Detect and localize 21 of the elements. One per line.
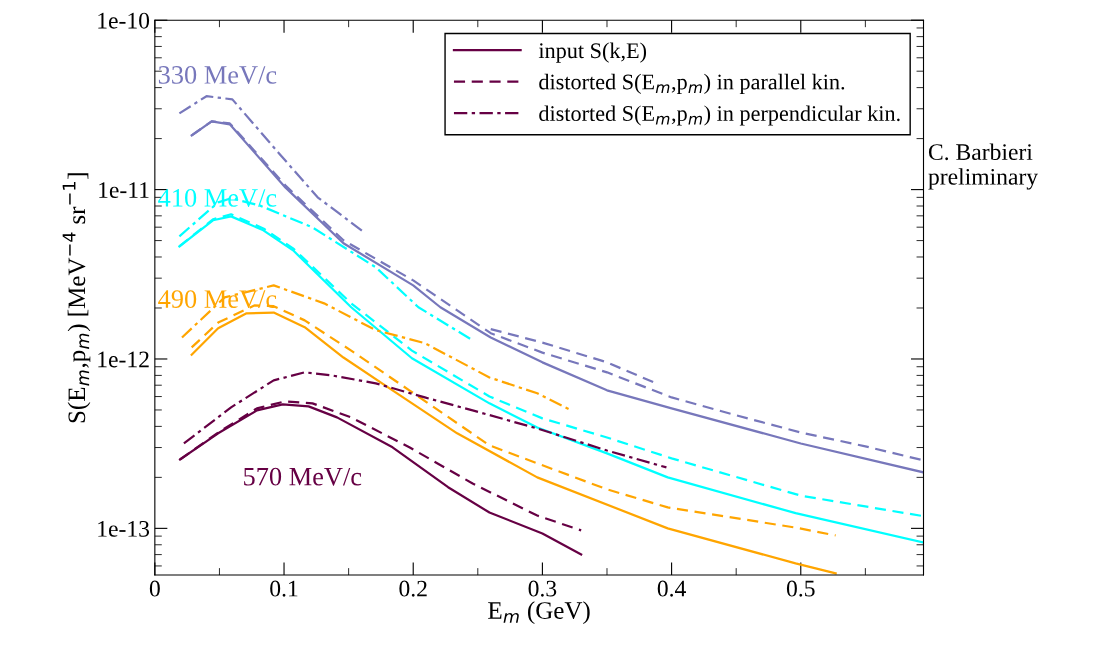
y-tick-label: 1e-10 — [98, 12, 150, 29]
x-tick-label: 0.4 — [657, 580, 686, 597]
y-tick-label: 1e-13 — [98, 520, 150, 537]
legend-label: distorted S(E$_{m}$,p$_{m}$) in parallel kin. — [539, 73, 845, 94]
y-tick-label: 1e-11 — [99, 182, 149, 199]
x-axis-title: E$_{m}$ (GeV) — [488, 601, 590, 625]
legend-label: distorted S(E$_{m}$,p$_{m}$) in perpendicular kin. — [539, 105, 900, 126]
x-tick-label: 0 — [149, 580, 160, 597]
text: S(E$_{m}$,p$_{m}$) [MeV$^{−4}$ sr$^{−1}$] — [62, 173, 91, 423]
annotation: 570 MeV/c — [244, 467, 362, 486]
x-tick-label: 0.5 — [786, 580, 815, 597]
line-series — [182, 371, 668, 469]
x-tick-label: 0.3 — [528, 580, 557, 597]
text: C. Barbieri preliminary — [928, 143, 1039, 190]
line-series — [190, 311, 837, 575]
annotation: 410 MeV/c — [158, 188, 277, 207]
x-tick-label: 0.1 — [270, 580, 298, 597]
annotation: 330 MeV/c — [158, 66, 277, 84]
y-tick-label: 1e-12 — [98, 351, 149, 368]
legend-label: input S(k,E) — [538, 42, 647, 63]
x-tick-label: 0.2 — [399, 580, 427, 597]
